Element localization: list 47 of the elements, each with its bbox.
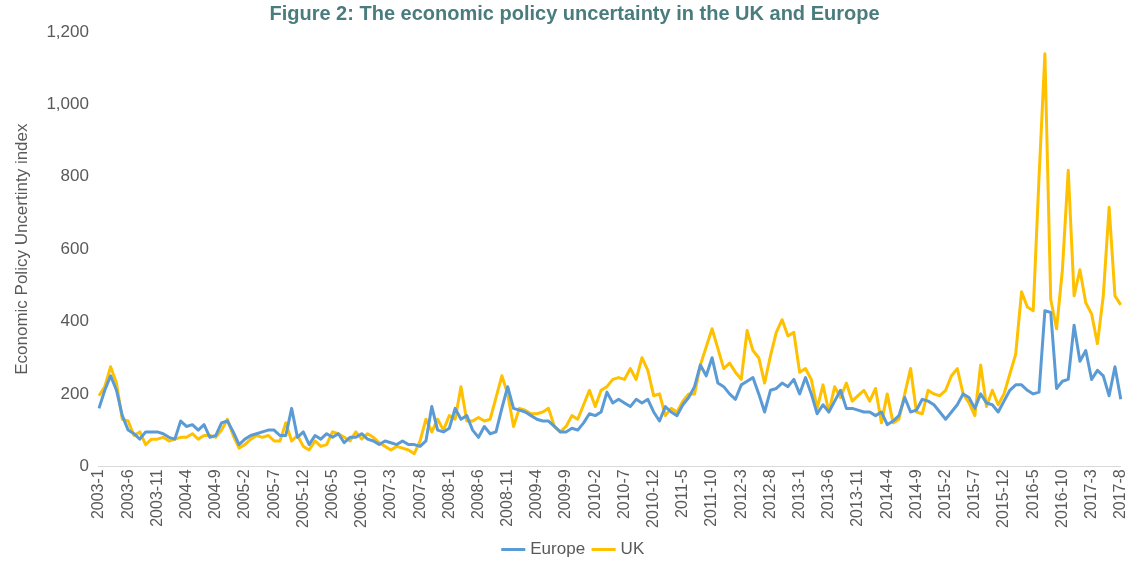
x-tick-label: 2017-3 xyxy=(1082,469,1100,520)
x-tick-label: 2003-6 xyxy=(118,469,136,520)
x-tick-label: 2005-2 xyxy=(235,469,253,520)
x-tick-label: 2014-9 xyxy=(906,469,924,520)
x-tick-label: 2008-6 xyxy=(468,469,486,520)
y-tick-label: 600 xyxy=(60,238,89,258)
x-tick-label: 2006-10 xyxy=(352,469,370,528)
x-tick-label: 2010-12 xyxy=(644,469,662,528)
x-tick-label: 2016-5 xyxy=(1023,469,1041,520)
x-tick-label: 2006-5 xyxy=(322,469,340,520)
legend-label: UK xyxy=(620,539,645,559)
x-tick-label: 2007-8 xyxy=(410,469,428,520)
x-tick-label: 2004-4 xyxy=(176,469,194,520)
x-tick-label: 2014-4 xyxy=(877,469,895,520)
x-tick-label: 2017-8 xyxy=(1111,469,1129,520)
x-tick-label: 2007-3 xyxy=(381,469,399,520)
chart-title: Figure 2: The economic policy uncertainty in the UK and Europe xyxy=(269,1,880,24)
y-tick-label: 800 xyxy=(60,166,89,186)
x-tick-label: 2012-8 xyxy=(760,469,778,520)
x-tick-label: 2008-1 xyxy=(439,469,457,520)
x-tick-label: 2015-7 xyxy=(965,469,983,520)
x-tick-label: 2010-2 xyxy=(585,469,603,520)
x-tick-label: 2016-10 xyxy=(1052,469,1070,528)
x-tick-label: 2010-7 xyxy=(614,469,632,520)
y-tick-label: 1,200 xyxy=(46,21,89,41)
y-axis-title: Economic Policy Uncertinty index xyxy=(11,122,31,375)
x-tick-label: 2003-11 xyxy=(147,469,165,527)
y-tick-label: 200 xyxy=(60,383,89,403)
x-tick-label: 2011-10 xyxy=(702,469,720,527)
x-tick-label: 2005-12 xyxy=(293,469,311,528)
x-tick-label: 2013-6 xyxy=(819,469,837,520)
legend-label: Europe xyxy=(530,539,586,559)
x-tick-label: 2009-9 xyxy=(556,469,574,520)
x-tick-label: 2008-11 xyxy=(498,469,516,527)
x-tick-label: 2009-4 xyxy=(527,469,545,520)
x-tick-label: 2015-2 xyxy=(936,469,954,520)
x-tick-label: 2005-7 xyxy=(264,469,282,520)
x-tick-label: 2011-5 xyxy=(673,469,691,518)
x-tick-label: 2013-1 xyxy=(790,469,808,520)
y-tick-label: 400 xyxy=(60,311,89,331)
x-tick-label: 2012-3 xyxy=(731,469,749,520)
x-tick-label: 2003-1 xyxy=(89,469,107,520)
x-tick-label: 2004-9 xyxy=(206,469,224,520)
y-tick-label: 0 xyxy=(79,455,89,475)
y-tick-label: 1,000 xyxy=(46,94,89,114)
x-tick-label: 2015-12 xyxy=(994,469,1012,528)
x-tick-label: 2013-11 xyxy=(848,469,866,527)
